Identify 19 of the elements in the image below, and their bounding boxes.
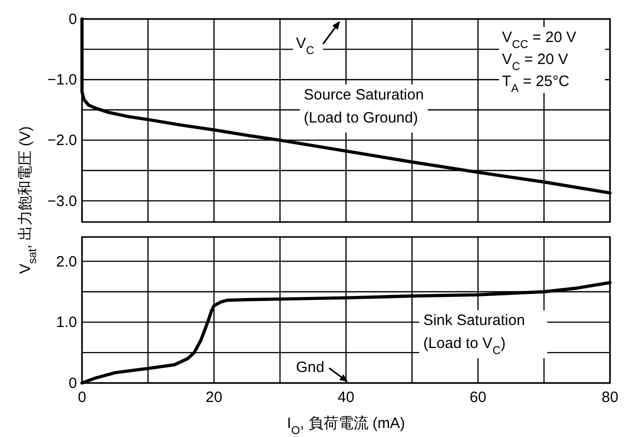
x-tick-label: 80 (602, 389, 618, 406)
annotation: V$_{C}$ = 20 V (502, 51, 568, 73)
y-tick-label: −1.0 (47, 72, 77, 89)
annotation: Gnd (296, 359, 324, 376)
y-tick-label: 1.0 (56, 314, 77, 332)
y-tick-label: 0 (68, 375, 77, 392)
y-tick-label: 2.0 (56, 253, 77, 270)
series-label: Source Saturation (Load to Ground) (304, 86, 424, 127)
annotation: V$_{C}$ (296, 35, 314, 57)
y-tick-label: 0 (68, 11, 77, 28)
annotation: T$_{A}$ = 25°C (502, 73, 570, 95)
y-tick-label: −2.0 (47, 132, 77, 150)
x-tick-label: 20 (206, 389, 222, 406)
x-tick-label: 40 (338, 389, 354, 406)
x-tick-label: 60 (470, 389, 486, 406)
annotation: V$_{CC}$ = 20 V (502, 29, 576, 51)
series-label: Sink Saturation (Load to V$_{C}$) (423, 312, 525, 358)
x-axis-title: I$_{O}$, 負荷電流 (mA) (287, 415, 405, 437)
y-tick-label: −3.0 (47, 192, 77, 210)
